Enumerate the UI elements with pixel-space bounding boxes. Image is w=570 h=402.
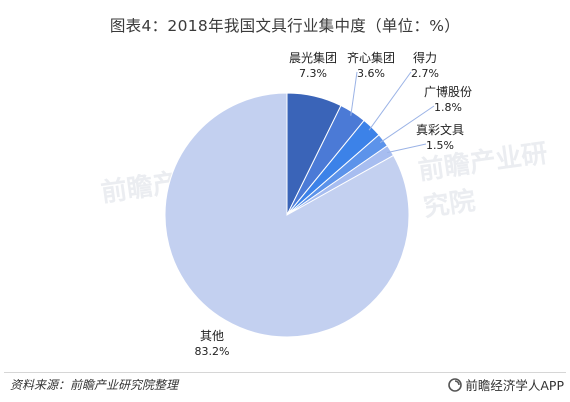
brand-logo-icon: [448, 377, 463, 392]
slice-value-label: 3.6%: [357, 67, 385, 80]
slice-name-label: 真彩文具: [416, 122, 464, 137]
slice-name-label: 广博股份: [424, 84, 472, 99]
pie-slice-6: [164, 92, 410, 338]
slice-value-label: 1.5%: [426, 139, 454, 152]
brand: 前瞻经济学人APP: [448, 375, 564, 394]
source-note: 资料来源：前瞻产业研究院整理: [10, 378, 179, 392]
leader-line-2: [350, 71, 358, 116]
chart-title: 图表4：2018年我国文具行业集中度（单位：%）: [109, 17, 461, 35]
pie-labels: 晨光集团 7.3% 齐心集团 3.6% 得力 2.7% 广博股份 1.8% 真彩文具 1.5% 其他…: [195, 50, 472, 358]
leader-line-5: [387, 143, 427, 154]
slice-name-label: 得力: [413, 50, 437, 65]
leader-line-4: [379, 105, 435, 144]
leader-line-3: [368, 71, 412, 131]
slice-value-label: 83.2%: [195, 345, 230, 358]
slice-value-label: 7.3%: [299, 67, 327, 80]
slice-name-label: 其他: [200, 329, 224, 343]
slice-name-label: 齐心集团: [347, 50, 395, 65]
slice-name-label: 晨光集团: [289, 50, 337, 65]
slice-value-label: 1.8%: [434, 101, 462, 114]
slice-value-label: 2.7%: [411, 67, 439, 80]
footer: 资料来源：前瞻产业研究院整理 前瞻经济学人APP: [4, 372, 566, 393]
leader-lines: [350, 71, 435, 154]
brand-text: 前瞻经济学人APP: [465, 378, 564, 393]
pie-slices: [164, 92, 410, 338]
